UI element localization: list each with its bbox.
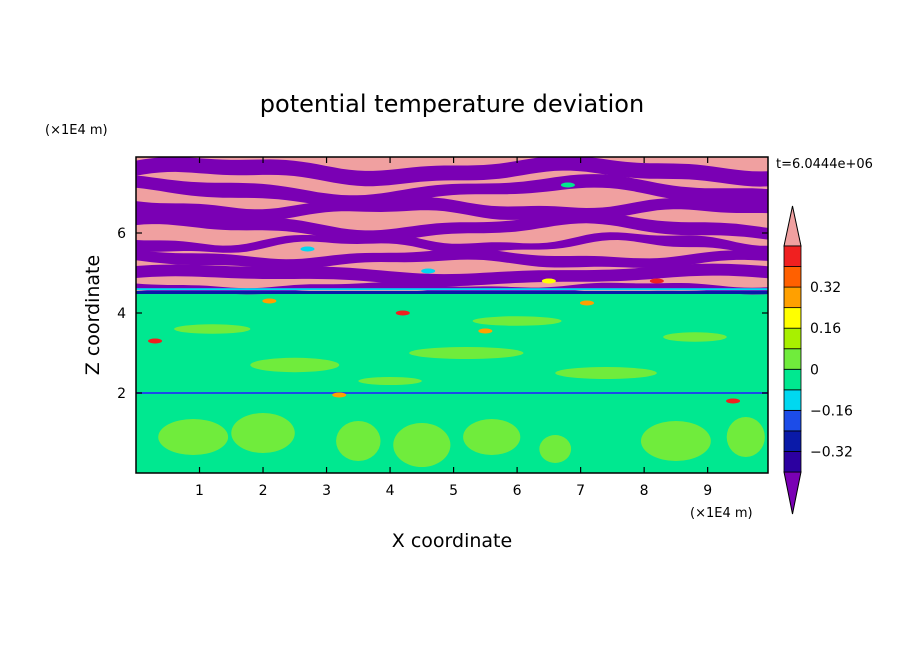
- field-spot: [726, 398, 741, 404]
- y-tick-label: 4: [117, 306, 126, 322]
- x-tick-label: 6: [513, 483, 522, 499]
- field-blob: [640, 421, 711, 461]
- field-spot: [332, 392, 347, 398]
- field-blob: [726, 417, 765, 457]
- field-spot: [421, 268, 436, 274]
- x-unit-label: (×1E4 m): [690, 506, 753, 521]
- field-spot: [148, 338, 163, 344]
- field-spot: [560, 182, 575, 188]
- colorbar-segment: [783, 430, 802, 452]
- field-stripe: [136, 248, 768, 270]
- field-stripe: [136, 174, 768, 208]
- field-blob: [358, 377, 422, 385]
- y-axis: 2 4 6: [117, 226, 768, 402]
- x-tick-label: 3: [322, 483, 331, 499]
- y-unit-label: (×1E4 m): [45, 123, 108, 138]
- colorbar-segment: [783, 286, 802, 309]
- field-blob: [174, 324, 251, 334]
- colorbar: 0.32 0.16 0 −0.16 −0.32: [783, 205, 853, 515]
- x-tick-label: 4: [386, 483, 395, 499]
- colorbar-extend-high: [783, 205, 802, 247]
- colorbar-extend-low: [783, 471, 802, 515]
- x-tick-label: 9: [703, 483, 712, 499]
- colorbar-segment: [783, 245, 802, 267]
- field-stripe: [136, 157, 768, 187]
- colorbar-segment: [783, 348, 802, 370]
- time-label: t=6.0444e+06: [776, 157, 873, 172]
- y-axis-label: Z coordinate: [82, 255, 104, 375]
- colorbar-segment: [783, 451, 802, 473]
- field-interface: [136, 288, 768, 291]
- field-blob: [231, 413, 295, 453]
- colorbar-segment: [783, 266, 802, 288]
- colorbar-tick-label: 0.32: [810, 280, 841, 296]
- field-blob: [539, 435, 572, 463]
- field-blob: [158, 419, 229, 455]
- x-tick-label: 8: [640, 483, 649, 499]
- colorbar-segment: [783, 409, 802, 432]
- colorbar-tick-label: −0.16: [810, 403, 853, 419]
- y-tick-label: 6: [117, 226, 126, 242]
- chart-title: potential temperature deviation: [260, 90, 644, 118]
- field-spot: [262, 298, 277, 304]
- field-interface: [136, 291, 768, 294]
- colorbar-segment: [783, 307, 802, 329]
- colorbar-tick-label: −0.32: [810, 444, 853, 460]
- field-blob: [463, 419, 521, 455]
- field-blob: [472, 316, 562, 326]
- x-tick-label: 2: [259, 483, 268, 499]
- field-spot: [395, 310, 410, 316]
- field-blob: [393, 423, 451, 467]
- field-spot: [478, 328, 493, 334]
- colorbar-segment: [783, 368, 802, 391]
- field-spot: [300, 246, 315, 252]
- colorbar-tick-label: 0: [810, 362, 819, 378]
- field-stripe: [136, 211, 768, 243]
- colorbar-segment: [783, 389, 802, 411]
- x-tick-label: 7: [576, 483, 585, 499]
- contour-field: [136, 157, 768, 473]
- field-blob: [250, 357, 340, 373]
- field-blob: [336, 421, 381, 461]
- field-spot: [649, 278, 664, 284]
- field-inversion-line: [136, 392, 768, 394]
- colorbar-segment: [783, 327, 802, 350]
- x-axis: 1 2 3 4 5 6 7 8 9: [195, 157, 712, 499]
- field-spot: [579, 300, 594, 306]
- y-tick-label: 2: [117, 386, 126, 402]
- field-blob: [555, 367, 657, 379]
- field-stripe: [136, 263, 768, 287]
- x-tick-label: 5: [449, 483, 458, 499]
- field-blob: [409, 347, 524, 359]
- x-axis-label: X coordinate: [392, 530, 512, 552]
- plot-frame: [135, 156, 769, 474]
- field-blob: [663, 332, 727, 342]
- colorbar-tick-label: 0.16: [810, 321, 841, 337]
- field-stripe: [136, 232, 768, 255]
- x-tick-label: 1: [195, 483, 204, 499]
- field-spot: [541, 278, 556, 284]
